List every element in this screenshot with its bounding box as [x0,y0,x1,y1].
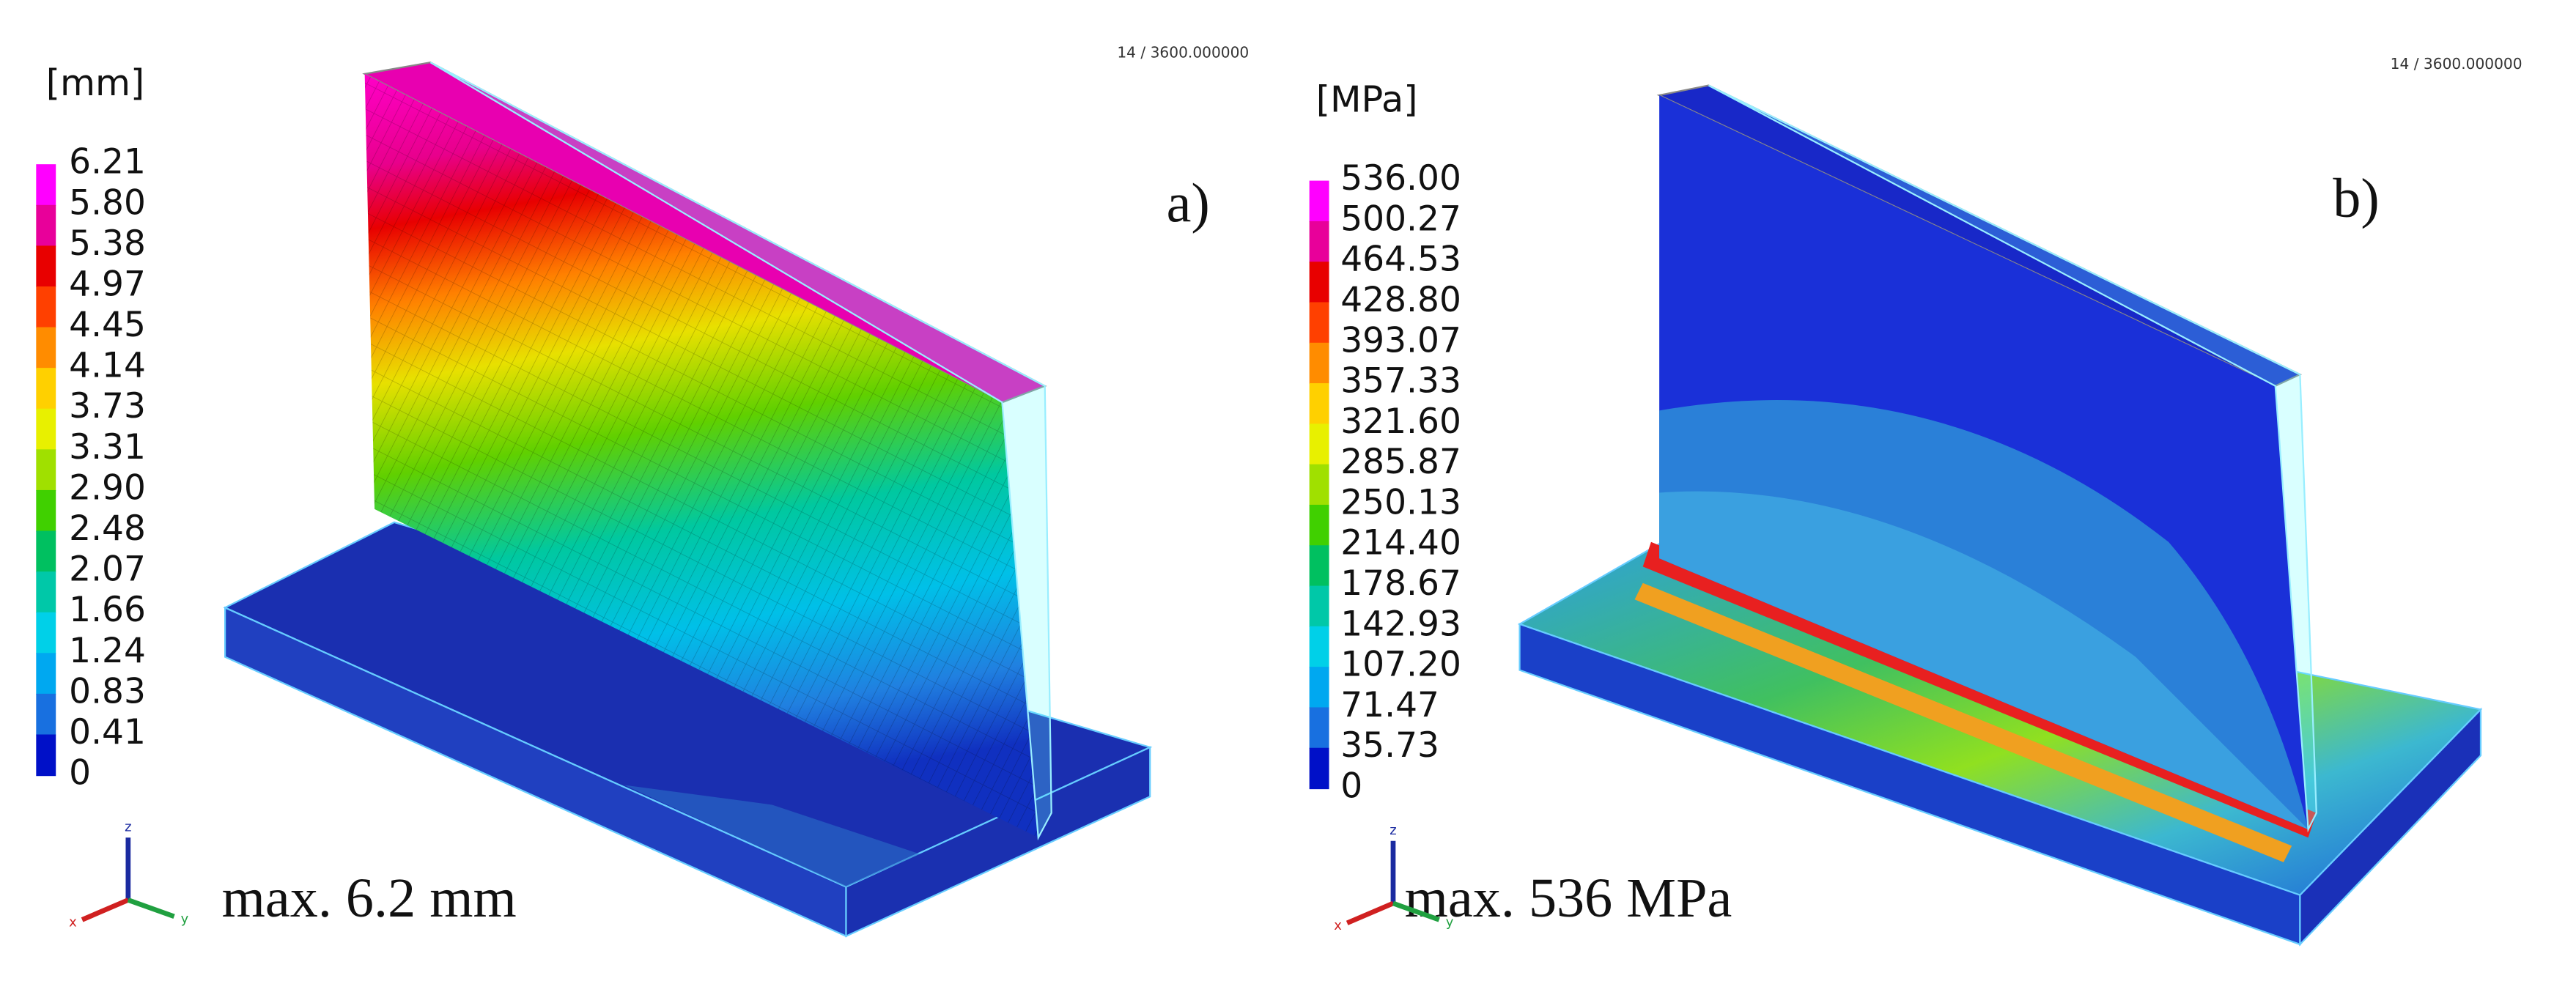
colorbar-segment [1309,383,1329,425]
colorbar-segment [36,530,56,573]
colorbar-segment [36,612,56,654]
colorbar-segment [1309,342,1329,385]
legend-label: 285.87 [1340,442,1461,482]
colorbar-segment [1309,626,1329,668]
colorbar-segment [1309,221,1329,263]
frame-info: 14 / 3600.000000 [1117,43,1249,61]
colorbar-segment [36,693,56,736]
axis-x-label: x [1334,918,1342,933]
legend-label: 4.14 [69,346,146,386]
axis-y-label: y [1446,914,1454,930]
legend-label: 393.07 [1340,320,1461,360]
unit-label: [mm] [46,62,145,104]
legend-label: 1.24 [69,631,146,671]
colorbar-segment [1309,302,1329,344]
legend-label: 35.73 [1340,725,1439,766]
frame-info: 14 / 3600.000000 [2391,55,2523,73]
legend-label: 1.66 [69,590,146,630]
colorbar-segment [1309,545,1329,587]
legend-label: 214.40 [1340,523,1461,563]
annotations: 6.215.805.384.974.454.143.733.312.902.48… [36,43,2523,933]
panel-label: a) [1167,173,1210,234]
colorbar-segment [36,489,56,532]
legend-label: 71.47 [1340,685,1439,725]
plate-side [845,746,1151,938]
legend-label: 250.13 [1340,482,1461,522]
axis-x-label: x [69,914,77,930]
legend-label: 2.90 [69,467,146,508]
axis-z-label: z [125,819,131,834]
legend-label: 0.41 [69,712,146,752]
colorbar-segment [1309,747,1329,790]
colorbar-segment [36,164,56,206]
legend-label: 142.93 [1340,604,1461,644]
legend-label: 6.21 [69,142,146,182]
legend-label: 178.67 [1340,563,1461,604]
legend-label: 464.53 [1340,240,1461,280]
legend-label: 536.00 [1340,158,1461,199]
colorbar-segment [36,368,56,410]
legend-label: 428.80 [1340,280,1461,320]
wall-mesh [364,73,1038,838]
axis-y [1392,900,1440,922]
max-value: max. 536 MPa [1405,867,1732,929]
axis-x [81,897,130,922]
max-value: max. 6.2 mm [222,867,517,929]
colorbar-segment [36,734,56,777]
legend-label: 2.07 [69,549,146,590]
colorbar-segment [1309,585,1329,627]
unit-label: [MPa] [1316,78,1418,120]
colorbar-segment [36,286,56,328]
legend-label: 3.31 [69,427,146,467]
colorbar-segment [36,571,56,613]
colorbar-segment [1309,504,1329,547]
legend-label: 357.33 [1340,361,1461,401]
colorbar-segment [36,327,56,369]
panel-label: b) [2333,168,2379,229]
legend-label: 2.48 [69,508,146,549]
colorbar-segment [1309,180,1329,223]
colorbar-segment [36,449,56,492]
legend-label: 0 [1340,766,1362,807]
axis-y [127,897,175,919]
colorbar-segment [36,408,56,451]
weld-line-2 [1634,582,2292,862]
colorbar-segment [1309,667,1329,708]
colorbar-segment [36,245,56,288]
colorbar-segment [1309,464,1329,506]
legend-label: 500.27 [1340,199,1461,239]
axis-y-label: y [181,911,189,927]
axis-z-label: z [1390,823,1396,838]
legend-label: 4.97 [69,264,146,304]
legend-label: 0 [69,753,91,793]
wall-outline [1708,84,2317,833]
wall-outline [429,62,1052,841]
legend-label: 5.80 [69,182,146,223]
legend-label: 3.73 [69,386,146,426]
plate-side [2299,707,2482,947]
colorbar-segment [36,204,56,247]
colorbar-segment [1309,262,1329,303]
model-a [223,62,1153,938]
legend-label: 4.45 [69,305,146,345]
plate-shade [624,785,920,887]
colorbar-segment [36,653,56,695]
wall-stress-zone-2 [1659,491,2309,830]
model-b [1517,84,2483,947]
legend-label: 107.20 [1340,645,1461,685]
legend-label: 321.60 [1340,401,1461,442]
legend-label: 0.83 [69,671,146,711]
legend-label: 5.38 [69,223,146,264]
colorbar-segment [1309,707,1329,749]
axis-x [1346,900,1395,925]
colorbar-segment [1309,423,1329,465]
